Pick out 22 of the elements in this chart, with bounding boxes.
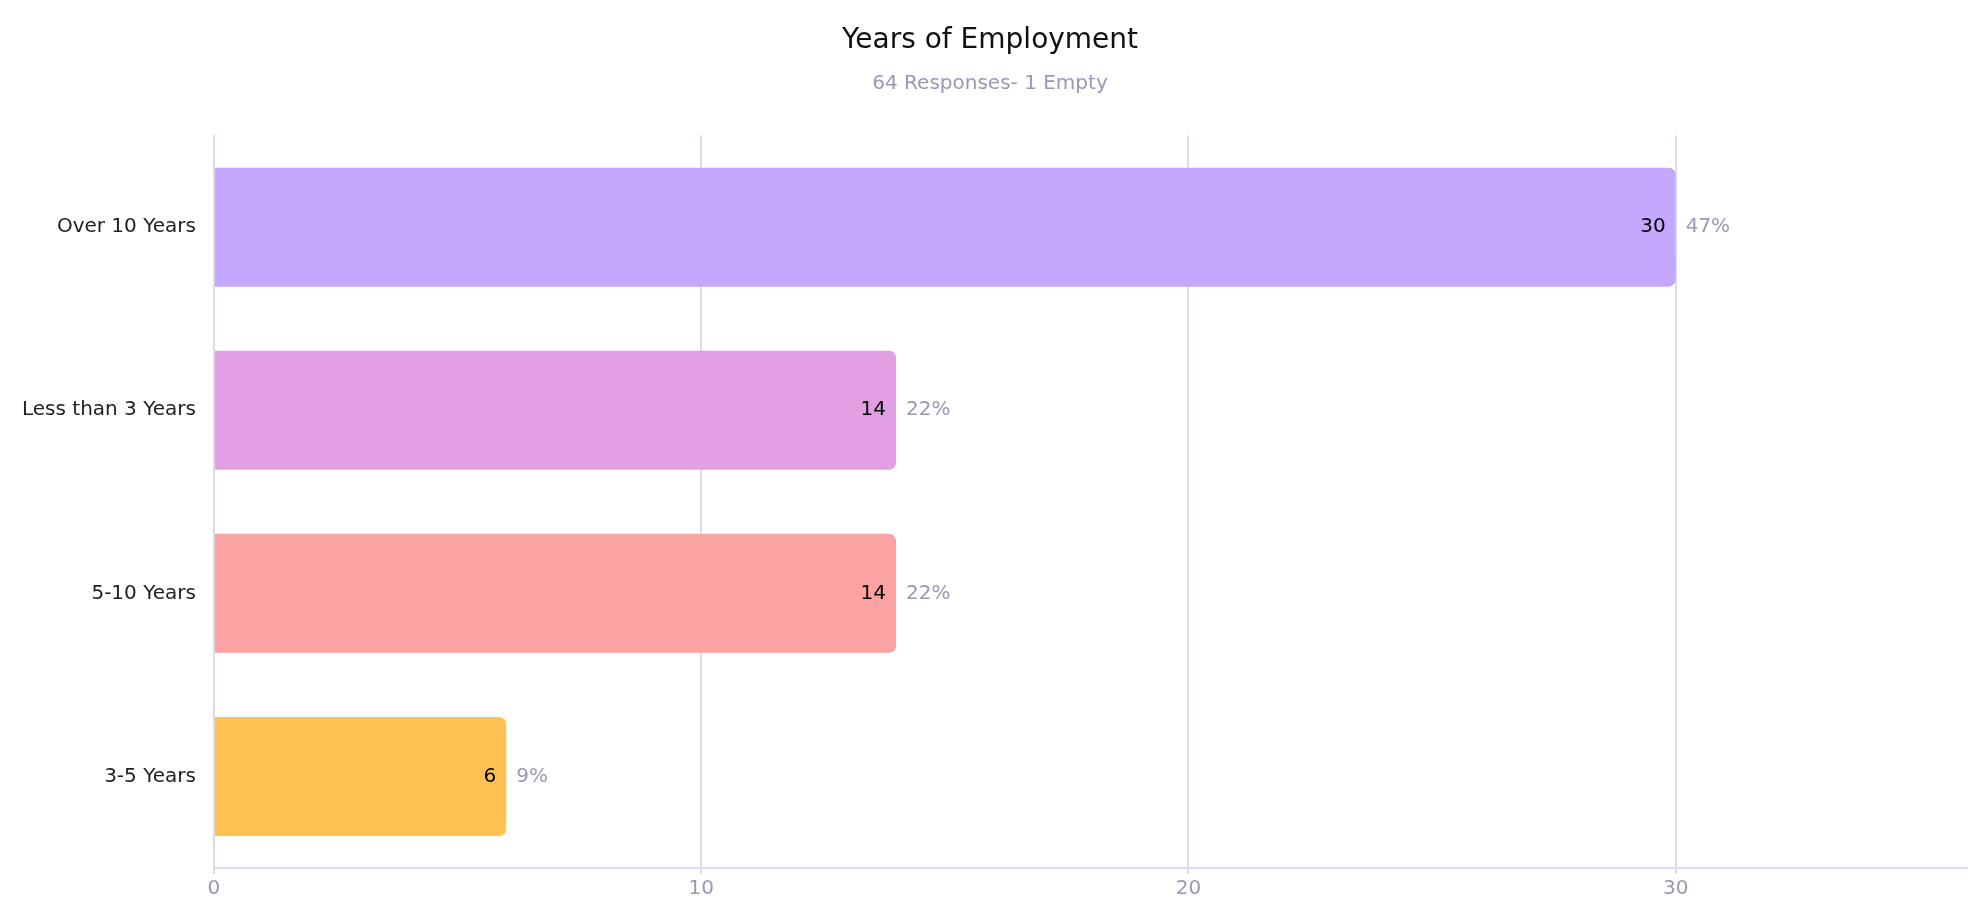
chart-title: Years of Employment (840, 22, 1139, 56)
y-tick-label: 3-5 Years (104, 762, 196, 787)
y-tick-label: Over 10 Years (56, 213, 196, 238)
x-tick-label: 10 (688, 875, 714, 900)
bar (214, 716, 507, 836)
x-tick-label: 20 (1175, 875, 1202, 900)
bar (214, 533, 897, 653)
y-tick-label: 5-10 Years (91, 579, 196, 604)
data-label: 14 (860, 579, 887, 604)
annotation: 22% (906, 579, 951, 604)
data-label: 14 (860, 396, 887, 421)
x-tick-label: 0 (207, 875, 221, 900)
y-tick-label: Less than 3 Years (21, 396, 196, 421)
annotation: 22% (906, 396, 951, 421)
bar (214, 350, 897, 470)
annotation: 9% (516, 762, 549, 787)
data-label: 30 (1640, 213, 1666, 238)
data-label: 6 (483, 762, 497, 787)
chart-subtitle: 64 Responses- 1 Empty (872, 69, 1108, 94)
bar (214, 167, 1676, 287)
annotation: 47% (1685, 213, 1731, 238)
x-tick-label: 30 (1662, 875, 1689, 900)
